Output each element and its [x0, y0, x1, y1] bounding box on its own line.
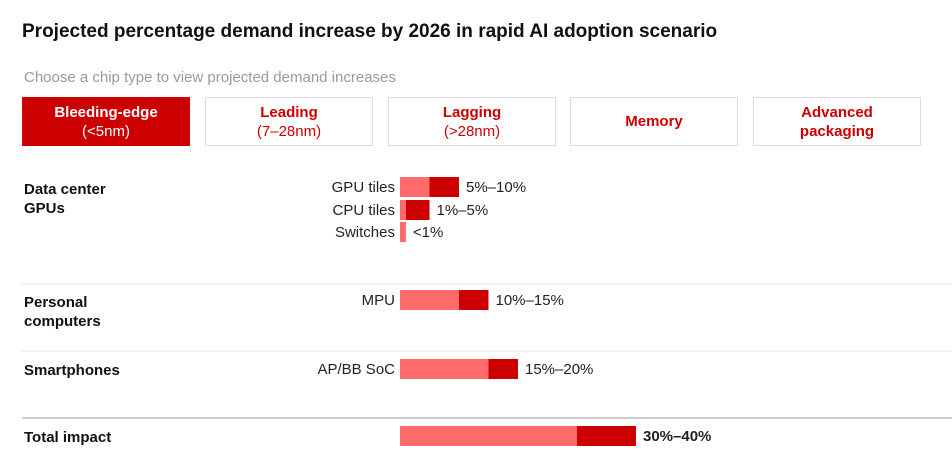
bar-low — [400, 222, 406, 242]
bar-low — [400, 290, 459, 310]
prompt: Choose a chip type to view projected dem… — [24, 69, 396, 86]
tab-label: Memory — [625, 113, 683, 130]
value-label: 15%–20% — [525, 361, 593, 378]
bar-low — [400, 426, 577, 446]
tab-label: Leading — [260, 103, 318, 121]
total-label: Total impact — [24, 429, 112, 446]
chip-tab[interactable]: Advanced packaging — [753, 97, 921, 146]
row-label: CPU tiles — [332, 202, 395, 219]
bar-low — [400, 200, 406, 220]
chip-tab[interactable]: Memory — [570, 97, 738, 146]
group-label: Personal computers — [24, 294, 101, 330]
value-label: <1% — [413, 224, 443, 241]
tab-sublabel: (>28nm) — [443, 122, 501, 140]
tab-label: Lagging — [442, 103, 502, 121]
row-label: AP/BB SoC — [317, 361, 395, 378]
value-label: 1%–5% — [437, 202, 489, 219]
row-label: Switches — [335, 224, 395, 241]
bar-high — [488, 359, 518, 379]
bar-high — [459, 290, 489, 310]
tab-sublabel: (7–28nm) — [256, 122, 322, 140]
tab-label: Bleeding-edge — [54, 103, 158, 121]
value-label: 5%–10% — [466, 179, 526, 196]
bar-low — [400, 177, 430, 197]
value-label: 10%–15% — [496, 292, 564, 309]
chip-tab[interactable]: Bleeding-edge (<5nm) — [22, 97, 190, 146]
row-label: MPU — [362, 292, 395, 309]
group-label: Data center GPUs — [24, 181, 106, 217]
group-label: Smartphones — [24, 362, 120, 379]
bar-low — [400, 359, 489, 379]
chip-tab[interactable]: Leading (7–28nm) — [205, 97, 373, 146]
chip-tab[interactable]: Lagging (>28nm) — [388, 97, 556, 146]
bar-high — [405, 200, 430, 220]
chart-title: Projected percentage demand increase by … — [22, 21, 718, 42]
bar-high — [577, 426, 636, 446]
tab-label: Advanced packaging — [799, 103, 875, 140]
row-label: GPU tiles — [332, 179, 395, 196]
tab-sublabel: (<5nm) — [82, 122, 130, 140]
bar-high — [429, 177, 459, 197]
value-label: 30%–40% — [643, 428, 711, 445]
